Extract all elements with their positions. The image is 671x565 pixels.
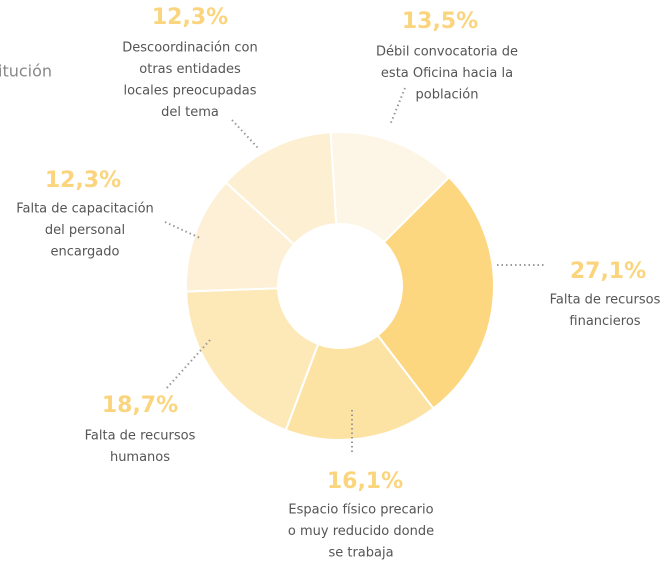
category-label: humanos bbox=[110, 450, 170, 465]
category-label: Falta de recursos bbox=[550, 293, 661, 308]
category-label: esta Oficina hacia la bbox=[381, 66, 513, 81]
value-label: 18,7% bbox=[102, 393, 178, 418]
category-label: o muy reducido donde bbox=[288, 524, 434, 539]
category-label: Falta de recursos bbox=[85, 429, 196, 444]
category-label: encargado bbox=[51, 245, 120, 260]
donut-segment bbox=[284, 333, 435, 441]
leader-line bbox=[164, 339, 211, 391]
header-fragment: itución bbox=[0, 62, 52, 81]
category-label: Espacio físico precario bbox=[288, 503, 433, 518]
donut-segment bbox=[376, 175, 495, 410]
category-label: Débil convocatoria de bbox=[376, 45, 518, 60]
leader-line bbox=[389, 87, 406, 126]
value-label: 27,1% bbox=[570, 259, 646, 284]
category-label: Descoordinación con bbox=[122, 41, 257, 56]
donut-segment bbox=[185, 287, 320, 432]
category-label: del tema bbox=[161, 105, 219, 120]
leader-line bbox=[231, 119, 259, 149]
leader-line bbox=[164, 221, 201, 239]
value-label: 13,5% bbox=[402, 9, 478, 34]
category-label: financieros bbox=[569, 314, 640, 329]
value-label: 12,3% bbox=[45, 168, 121, 193]
category-label: Falta de capacitación bbox=[16, 202, 154, 217]
value-label: 12,3% bbox=[152, 5, 228, 30]
category-label: del personal bbox=[45, 223, 125, 238]
value-label: 16,1% bbox=[327, 469, 403, 494]
category-label: población bbox=[416, 88, 479, 103]
category-label: se trabaja bbox=[328, 546, 393, 561]
donut-segment bbox=[224, 131, 338, 246]
category-label: otras entidades bbox=[139, 62, 241, 77]
category-label: locales preocupadas bbox=[123, 84, 256, 99]
